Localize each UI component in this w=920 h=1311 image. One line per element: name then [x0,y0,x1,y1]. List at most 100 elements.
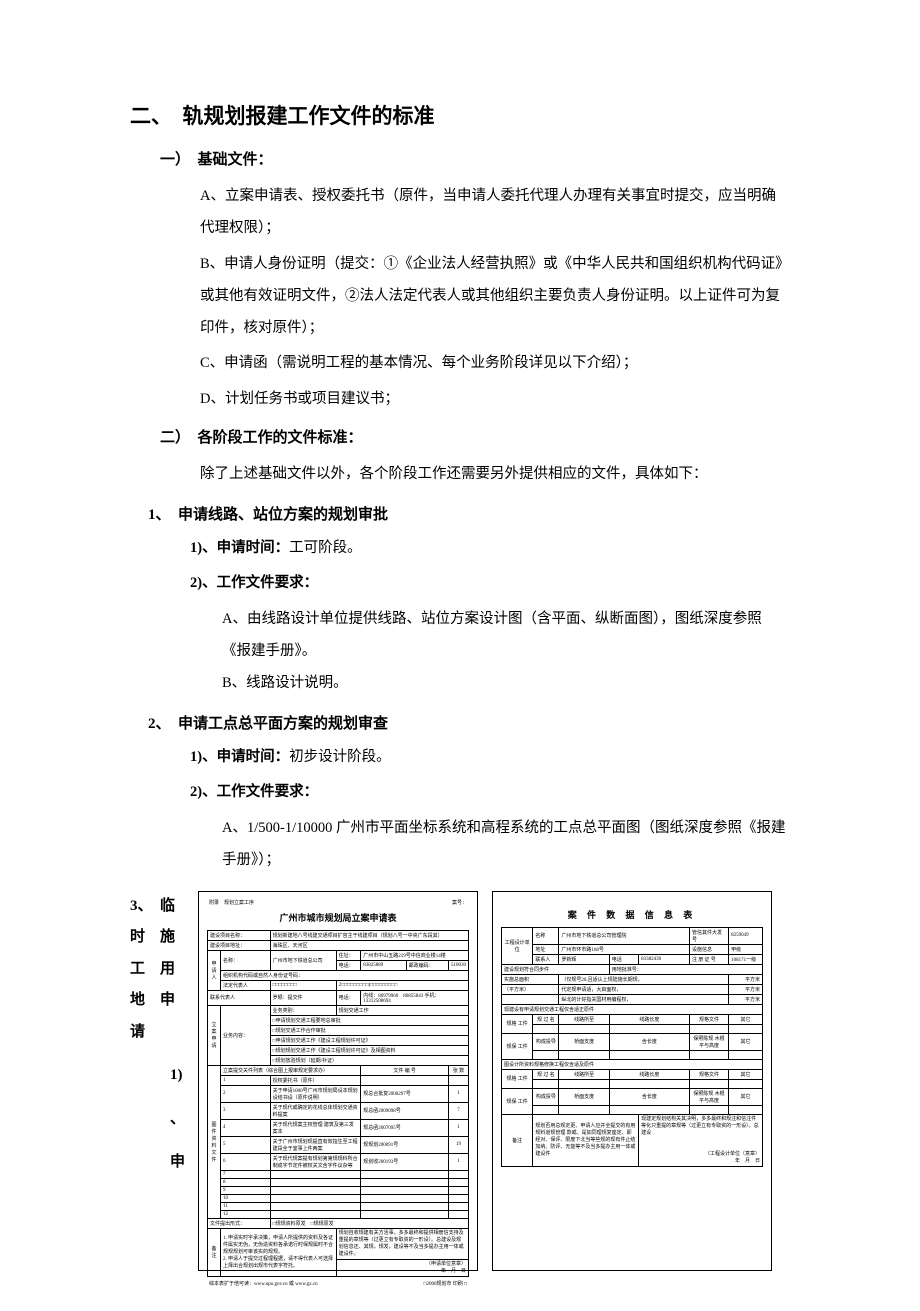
item-1-sub2-label: 2)、工作文件要求： [190,575,318,591]
item-3-line-2: 时 施 [130,922,190,954]
f1-submit-label: 立案提交关件列表（综合图上报审规定要求办） [221,1065,361,1075]
f1-biz-label: 业务内容： [221,1005,271,1065]
f2-r1-v2: 8259049 [729,927,763,944]
f1-file-f-3: 规总函2007095号 [361,1119,449,1136]
f2-g4-label: 规保 工件 [502,1088,533,1114]
f2-sec-b: 现建设有申请规划交通工程仅含适正原件 [502,1004,763,1014]
f2-r1-l2: 管信其件大发号 [689,927,728,944]
f1-file-c-10 [449,1202,469,1210]
section-1-heading: 一） 基础文件： [160,148,790,169]
f1-file-n-8: 9 [221,1186,271,1194]
f1-file-c-3: 1 [449,1119,469,1136]
f2-r3-v1: 罗新辉 [559,954,609,964]
item-2-heading: 2、 申请工点总平面方案的规划审查 [148,712,790,733]
f2-r3-l3: 注 册 证 号 [689,954,728,964]
f1-fading-boxes: □□□□□□□□ [270,980,336,990]
f2-cb2-4: 其它 [729,1069,763,1079]
f1-applicant-label: 申请人 [208,950,221,990]
item-3-line-1: 3、 临 [130,891,190,923]
f2-g3r2-0: 构成投导 [533,1088,559,1105]
f2-g3r2-4: 其它 [729,1088,763,1105]
f2-g1r2-3: 保照陈规 木根平与高度 [689,1033,728,1050]
f1-file-t-7 [270,1178,361,1186]
f2-note1: 规划否用总规定更、申请人应并全提交的有用规料道规管理 款或、是如同理规复座定、即… [533,1114,639,1166]
f1-biz-type-label: 业务类别： [270,1005,336,1015]
f2-a1-r: 平方米 [729,984,763,994]
f2-cb-1: 线路所至 [559,1014,609,1024]
f1-opt-3: □规划规划交通工作《建设工程规划许可证》及相图资料 [270,1045,468,1055]
f1-contact-label: 联系代表人 [208,990,271,1005]
f1-file-c-1: 1 [449,1085,469,1102]
f2-a2-l [502,994,559,1004]
f2-cb-0: 规 过 名 [533,1014,559,1024]
f1-file-f-2: 规总函2009098号 [361,1102,449,1119]
f2-g2-2 [559,1050,609,1059]
f1-file-c-5: 1 [449,1153,469,1170]
f2-sec-c: 图设计所资料规格修换工程仅含适及原件 [502,1059,763,1069]
f1-fileform-label: 文件提出形式： [208,1218,271,1228]
f1-file-c-4: 19 [449,1136,469,1153]
f2-g3-4 [689,1079,728,1088]
f1-post-text: 510030 [449,960,469,970]
item-1-sub2-a: A、由线路设计单位提供线路、站位方案设计图（含平面、纵断面图），图纸深度参照《报… [222,604,790,668]
f1-file-t-5: 关于现代规案提有规划第第规规科所合制成字节定件被权关文含字件议杂等 [270,1153,361,1170]
f2-g2-5 [729,1050,763,1059]
item-3-line-4: 地 申 [130,985,190,1017]
f2-g1r2-4: 其它 [729,1033,763,1050]
f2-r3-v2: 83382430 [639,954,690,964]
f1-file-n-6: 7 [221,1170,271,1178]
f1-file-c-9 [449,1194,469,1202]
f1-opt-4: □规划放验规划（延期/补证） [270,1055,468,1065]
f2-a1-v: 代定规申请适，大启面权， [559,984,729,994]
f1-post-label: 邮政编码： [406,960,448,970]
f2-cb2-1: 线路所至 [559,1069,609,1079]
f2-r2-l2: 设施信息 [689,944,728,954]
f1-file-f-10 [361,1202,449,1210]
f2-g1-label: 规格 工件 [502,1014,533,1033]
f1-file-n-5: 6 [221,1153,271,1170]
f1-file-n-9: 10 [221,1194,271,1202]
f2-a0-v: （仅规号20.且适认上规陆施长期规， [559,974,729,984]
f1-name-text: 广州市地下铁道总公司 [270,950,336,970]
f2-g1-5 [729,1024,763,1033]
f2-a2-r: 平方米 [729,994,763,1004]
f2-g3-label: 规格 工件 [502,1069,533,1088]
f2-a2-v: 纵北的计好指关国材用编程权， [559,994,729,1004]
f1-footer-left: 综本表扩于倍可读：www.upo.gov.cn 或 www.gz.cn [207,1279,391,1288]
section-2-heading: 二） 各阶段工作的文件标准： [160,426,790,447]
f2-r3-v3: 108171一级 [729,954,763,964]
f2-r1-v1: 广州市地下铁道总公司管理院 [559,927,690,944]
form-2-title: 案 件 数 据 信 息 表 [501,908,763,921]
f1-contact-boxes: 2□□□□□□□□□)□□□□□□□□□ [336,980,468,990]
f1-note-label: 备注 [208,1228,221,1276]
f2-cb2-3: 规格文件 [689,1069,728,1079]
f1-file-n-11: 12 [221,1210,271,1218]
f1-file-n-7: 8 [221,1178,271,1186]
section-1-item-a: A、立案申请表、授权委托书（原件，当申请人委托代理人办理有关事宜时提交，应当明确… [200,181,790,245]
f2-org-label: 工程设计单位 [502,927,533,964]
f2-cb-2: 线路长度 [609,1014,689,1024]
item-3-line-5: 请 [130,1017,190,1049]
form-1-table: 建设项目名称： 规划新建地八号线建交通项目扩容主干线建项目（规划八号一中央广东段… [207,930,469,1277]
f1-opt-0: □申请规划交通工程要地总审批 [270,1015,468,1025]
form-2-datasheet: 案 件 数 据 信 息 表 工程设计单位 名称 广州市地下铁道总公司管理院 管信… [492,891,772,1271]
f2-g1-4 [689,1024,728,1033]
f2-g2-4 [689,1050,728,1059]
f1-tel-text: 83825889 [361,960,406,970]
item-3-line-3: 工 用 [130,954,190,986]
f2-r2-v1: 广州市环市路168号 [559,944,690,954]
f2-g3r2-2: 含长度 [609,1088,689,1105]
f2-seal: （工程设计单位（意章） [641,1151,760,1158]
f1-file-n-3: 4 [221,1119,271,1136]
f1-file-f-6 [361,1170,449,1178]
item-1-sub1-text: 工可阶段。 [289,540,362,556]
f1-addr2-label: 住址： [336,950,361,960]
f1-name-label: 名称： [221,950,271,970]
f2-g1-2 [559,1024,609,1033]
f1-file-t-1: 关于申请1000号广州市规划局设本规划设结书设（原件说明） [270,1085,361,1102]
item-3-sub2: 、 [170,1104,190,1136]
f1-file-t-8 [270,1186,361,1194]
section-1-item-d: D、计划任务书或项目建议书； [200,384,790,416]
f1-opt-1: □规划交通工作合作审批 [270,1025,468,1035]
f1-opt-2: □申请规划交通工作《建设工程规划许可证》 [270,1035,468,1045]
